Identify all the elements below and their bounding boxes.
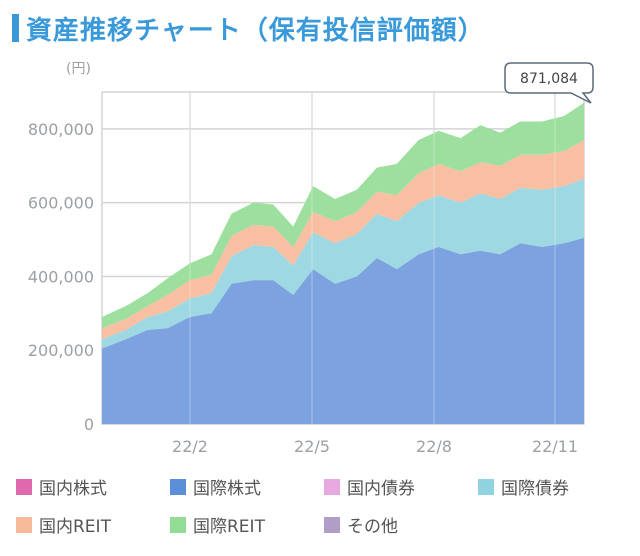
legend-swatch: [324, 516, 340, 533]
legend-swatch: [16, 516, 32, 533]
legend-swatch: [16, 478, 32, 495]
x-tick-label: 22/5: [294, 437, 330, 456]
page-title: 資産推移チャート（保有投信評価額）: [26, 16, 485, 46]
value-tooltip: [504, 62, 594, 104]
area-series-3: [102, 102, 584, 329]
y-tick-label: 400,000: [28, 267, 94, 286]
legend-item[interactable]: 国内債券: [324, 474, 415, 499]
y-axis-unit: (円): [66, 61, 91, 77]
legend-swatch: [478, 478, 494, 495]
legend-label: その他: [347, 517, 398, 537]
title-accent-bar: [12, 14, 19, 42]
area-series-2: [102, 140, 584, 340]
y-tick-label: 800,000: [28, 120, 94, 139]
x-tick-label: 22/8: [416, 437, 452, 456]
y-tick-label: 600,000: [28, 194, 94, 213]
x-tick-label: 22/11: [532, 437, 578, 456]
y-tick-label: 200,000: [28, 341, 94, 360]
legend-item[interactable]: 国内REIT: [16, 512, 111, 537]
x-tick-label: 22/2: [172, 437, 208, 456]
legend-item[interactable]: 国際債券: [478, 474, 569, 499]
legend-item[interactable]: 国際REIT: [170, 512, 265, 537]
legend-label: 国内REIT: [39, 517, 111, 537]
legend-item[interactable]: その他: [324, 512, 398, 537]
legend-swatch: [324, 478, 340, 495]
legend-label: 国内株式: [39, 479, 107, 499]
legend-swatch: [170, 478, 186, 495]
legend-label: 国際株式: [193, 479, 261, 499]
legend-label: 国内債券: [347, 479, 415, 499]
legend-label: 国際債券: [501, 479, 569, 499]
area-series-0: [102, 237, 584, 424]
y-tick-label: 0: [84, 415, 94, 434]
tooltip-value: 871,084: [520, 71, 578, 87]
legend-item[interactable]: 国際株式: [170, 474, 261, 499]
legend-item[interactable]: 国内株式: [16, 474, 107, 499]
legend-label: 国際REIT: [193, 517, 265, 537]
asset-area-chart: 0 200,000 400,000 600,000 800,000 22/2 22/5 22/…: [28, 62, 594, 456]
legend-swatch: [170, 516, 186, 533]
area-series-1: [102, 178, 584, 349]
